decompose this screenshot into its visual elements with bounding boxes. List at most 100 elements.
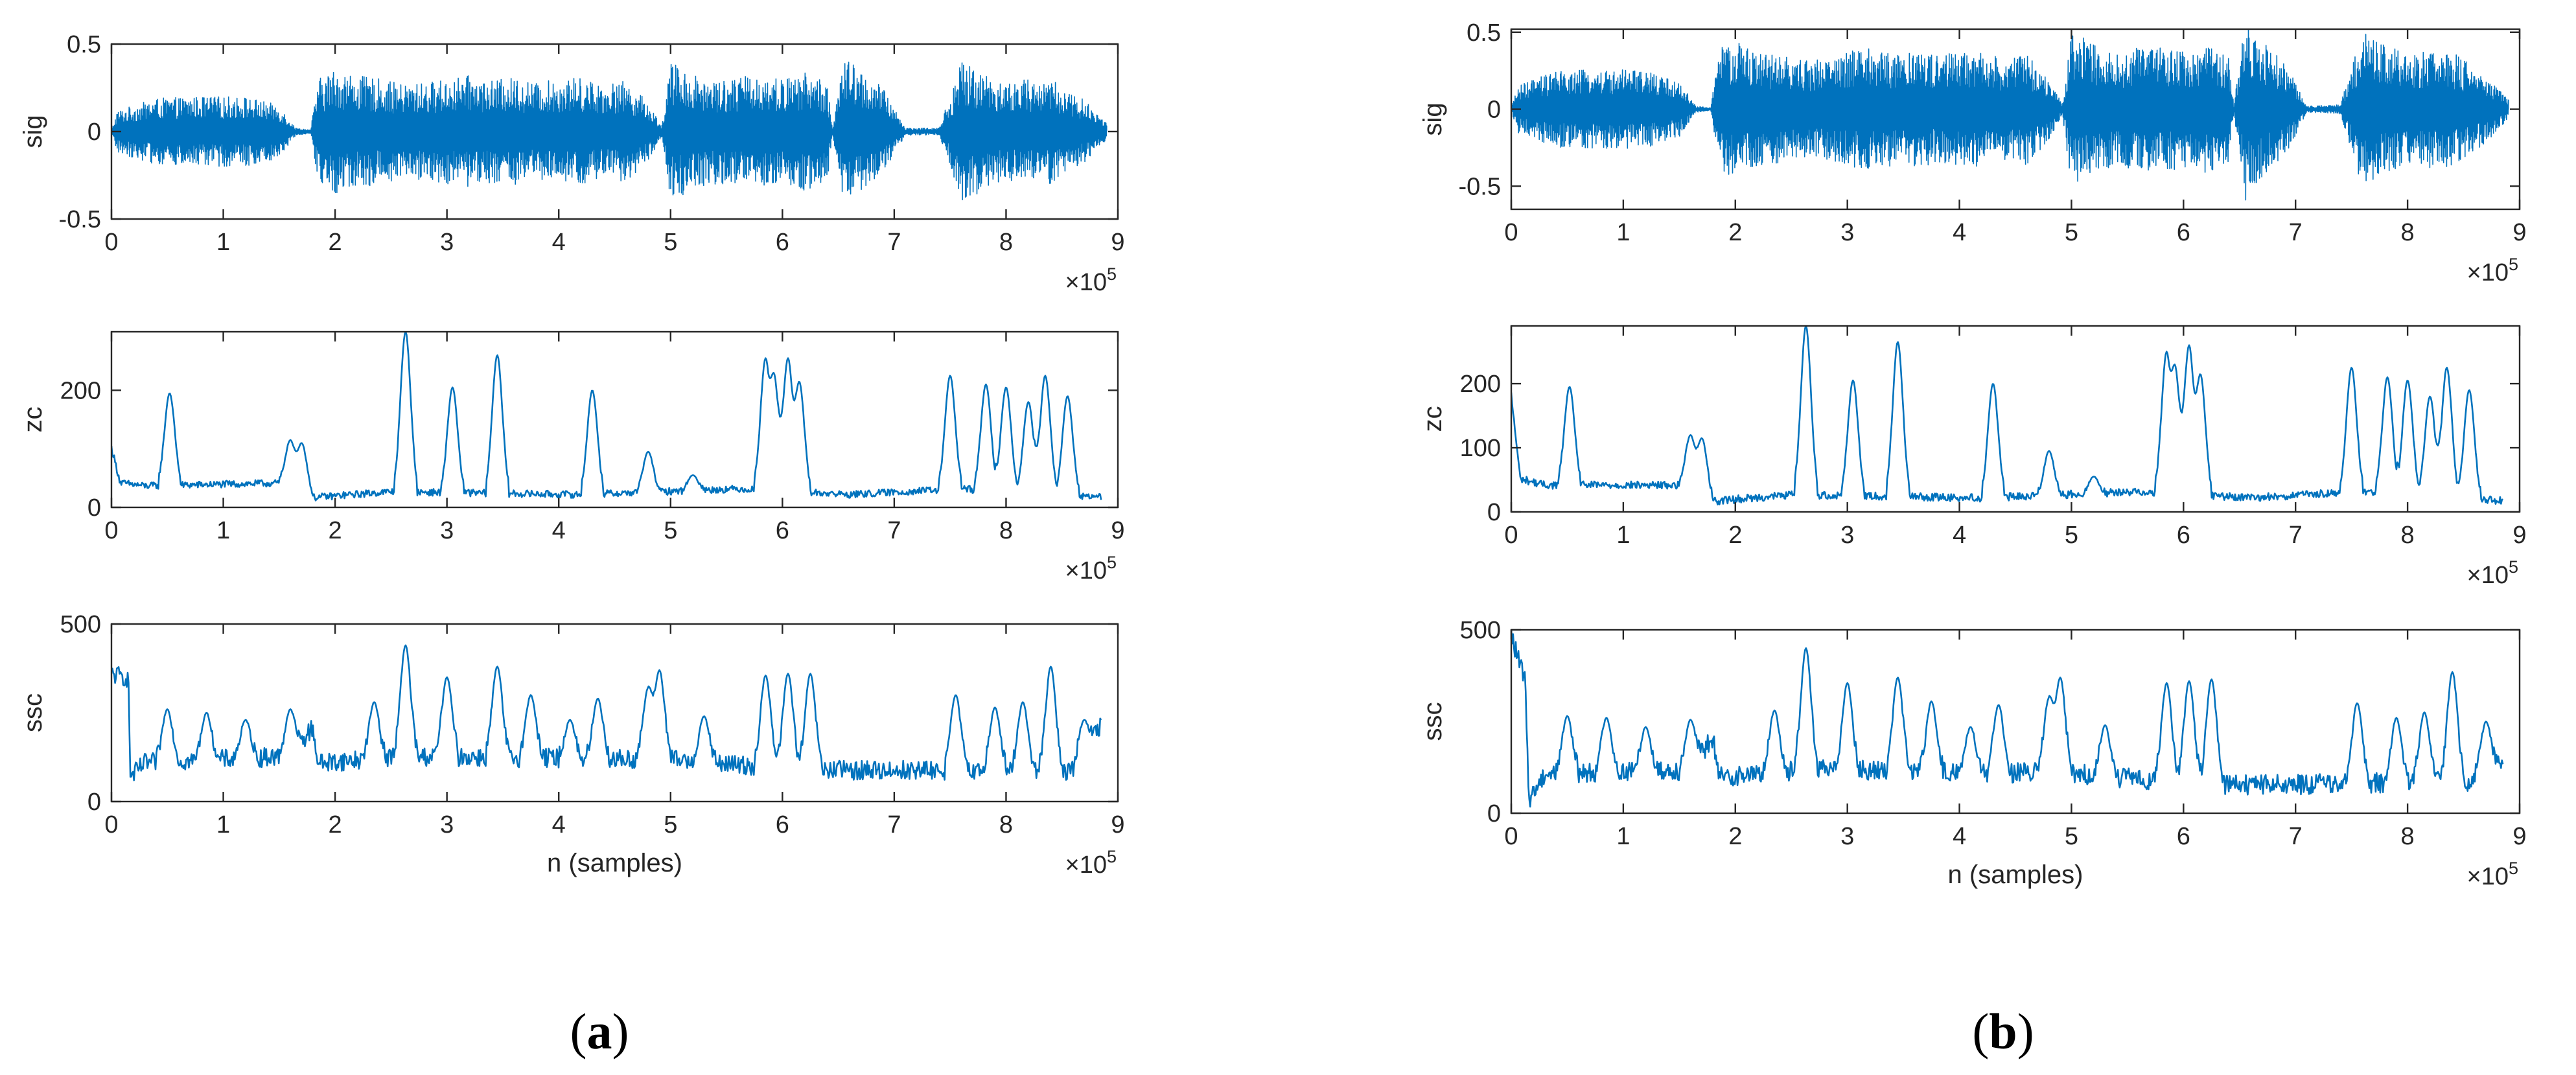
x-tick-label: 2 [329, 517, 342, 544]
y-tick-label: 100 [1460, 435, 1501, 462]
y-axis-label: ssc [19, 693, 47, 732]
x-tick-label: 8 [2401, 219, 2415, 246]
x-tick-label: 6 [2177, 219, 2190, 246]
x-tick-label: 4 [1953, 823, 1966, 850]
x-tick-label: 7 [887, 811, 901, 838]
x-tick-label: 6 [776, 229, 789, 256]
x-tick-label: 0 [104, 811, 118, 838]
x-tick-label: 7 [887, 229, 901, 256]
subplot-a-zc: 0 1 2 3 4 5 6 7 8 9 ×105 0 200 zc [19, 330, 1125, 584]
x-tick-label: 8 [999, 517, 1013, 544]
x-tick-label: 7 [2289, 522, 2303, 549]
axes-box [1510, 325, 2521, 513]
x-exponent-label: ×105 [2467, 557, 2519, 589]
y-tick-label: 0 [87, 119, 101, 146]
x-tick-label: 7 [2289, 219, 2303, 246]
x-tick-label: 3 [440, 811, 454, 838]
x-exponent-label: ×105 [1065, 553, 1117, 584]
y-axis-label: sig [19, 115, 47, 148]
x-tick-label: 8 [999, 229, 1013, 256]
x-tick-label: 4 [552, 811, 566, 838]
x-tick-label: 5 [664, 517, 677, 544]
axes-box [110, 623, 1119, 803]
x-tick-label: 9 [1111, 229, 1124, 256]
x-tick-label: 8 [2401, 522, 2415, 549]
x-tick-label: 1 [1616, 219, 1630, 246]
y-tick-label: 200 [60, 377, 101, 404]
x-tick-label: 5 [664, 811, 677, 838]
x-exponent-label: ×105 [1065, 847, 1117, 879]
series-line-b-zc [1511, 326, 2504, 505]
x-tick-label: 6 [776, 811, 789, 838]
subplot-b-ssc: 0 1 2 3 4 5 6 7 8 9 ×105 0 500 ssc n (samples) [1419, 617, 2527, 890]
series-line-b-sig [1511, 29, 2509, 201]
x-tick-label: 7 [887, 517, 901, 544]
x-tick-label: 1 [216, 811, 230, 838]
x-tick-label: 5 [2065, 219, 2078, 246]
x-tick-label: 1 [1616, 823, 1630, 850]
x-tick-label: 0 [104, 229, 118, 256]
axes-box [1510, 629, 2521, 815]
axes-box [110, 330, 1119, 509]
x-tick-label: 2 [1728, 823, 1742, 850]
y-tick-label: 200 [1460, 371, 1501, 398]
x-tick-label: 9 [2512, 823, 2526, 850]
y-axis-label: ssc [1419, 702, 1447, 741]
x-tick-label: 3 [440, 517, 454, 544]
x-tick-label: 9 [2512, 219, 2526, 246]
y-tick-label: 500 [1460, 617, 1501, 644]
x-tick-label: 6 [2177, 823, 2190, 850]
x-exponent-label: ×105 [2467, 255, 2519, 286]
x-tick-label: 4 [552, 229, 566, 256]
x-tick-label: 1 [1616, 522, 1630, 549]
x-tick-label: 0 [1504, 219, 1518, 246]
x-tick-label: 2 [329, 229, 342, 256]
y-tick-label: 0 [87, 789, 101, 816]
series-line-a-sig [111, 62, 1108, 201]
x-tick-label: 9 [2512, 522, 2526, 549]
x-tick-label: 9 [1111, 517, 1124, 544]
x-tick-label: 3 [1840, 522, 1854, 549]
y-tick-label: 0 [87, 494, 101, 522]
x-tick-label: 1 [216, 229, 230, 256]
x-tick-label: 5 [664, 229, 677, 256]
x-tick-label: 9 [1111, 811, 1124, 838]
x-tick-label: 3 [440, 229, 454, 256]
x-tick-label: 0 [104, 517, 118, 544]
x-exponent-label: ×105 [1065, 264, 1117, 296]
series-line-b-ssc [1511, 630, 2504, 808]
x-tick-label: 3 [1840, 219, 1854, 246]
y-tick-label: -0.5 [59, 206, 101, 233]
x-tick-label: 5 [2065, 522, 2078, 549]
y-axis-label: sig [1419, 102, 1447, 135]
y-tick-label: 0.5 [67, 31, 101, 58]
x-tick-label: 4 [552, 517, 566, 544]
x-tick-label: 7 [2289, 823, 2303, 850]
x-tick-label: 2 [1728, 219, 1742, 246]
x-tick-label: 8 [2401, 823, 2415, 850]
x-tick-label: 8 [999, 811, 1013, 838]
y-tick-label: 0 [1487, 800, 1501, 827]
x-exponent-label: ×105 [2467, 859, 2519, 890]
x-tick-label: 6 [2177, 522, 2190, 549]
y-tick-label: 0 [1487, 499, 1501, 526]
series-line-a-zc [111, 332, 1102, 502]
axes-box [1510, 28, 2521, 211]
y-tick-label: 0 [1487, 97, 1501, 124]
series-line-a-ssc [111, 644, 1102, 781]
y-axis-label: zc [1419, 406, 1447, 432]
x-tick-label: 0 [1504, 823, 1518, 850]
y-tick-label: 0.5 [1467, 19, 1501, 47]
y-tick-label: 500 [60, 611, 101, 638]
subplot-b-zc: 0 1 2 3 4 5 6 7 8 9 ×105 0 100 200 zc [1419, 325, 2527, 589]
x-axis-label: n (samples) [1948, 861, 2083, 889]
panel-label-a: (a) [570, 1003, 629, 1059]
x-tick-label: 6 [776, 517, 789, 544]
x-tick-label: 4 [1953, 219, 1966, 246]
x-tick-label: 4 [1953, 522, 1966, 549]
y-tick-label: -0.5 [1459, 173, 1501, 200]
x-tick-label: 0 [1504, 522, 1518, 549]
